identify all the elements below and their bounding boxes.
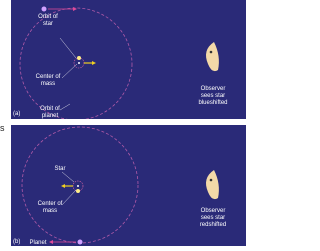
star [76,189,80,193]
label-line: Observer [201,86,226,92]
label-line: Center of [36,74,61,80]
label: Star [54,166,65,172]
label-line: Center of [38,201,63,207]
observer-eye [210,51,213,54]
star [77,56,81,60]
label-line: sees star [201,215,225,221]
label: Planet [29,240,46,246]
label-line: planet [42,113,59,119]
label-line: Star [54,166,65,172]
label-line: sees star [201,93,225,99]
observer-eye [210,179,213,182]
label-line: Observer [201,208,226,214]
label-line: Orbit of [40,106,60,112]
center-of-mass [78,62,80,64]
label-line: Orbit of [38,14,58,20]
label-line: redshifted [200,222,226,228]
cropped-text: s [0,123,5,133]
label-line: mass [41,81,55,87]
panel-tag: (a) [13,111,20,117]
planet [78,240,83,245]
label-line: Planet [29,240,46,246]
panel-tag: (b) [13,239,20,245]
center-of-mass [77,185,79,187]
label-line: mass [43,208,57,214]
planet [42,7,47,12]
label-line: star [43,21,53,27]
label-line: blueshifted [198,100,227,106]
